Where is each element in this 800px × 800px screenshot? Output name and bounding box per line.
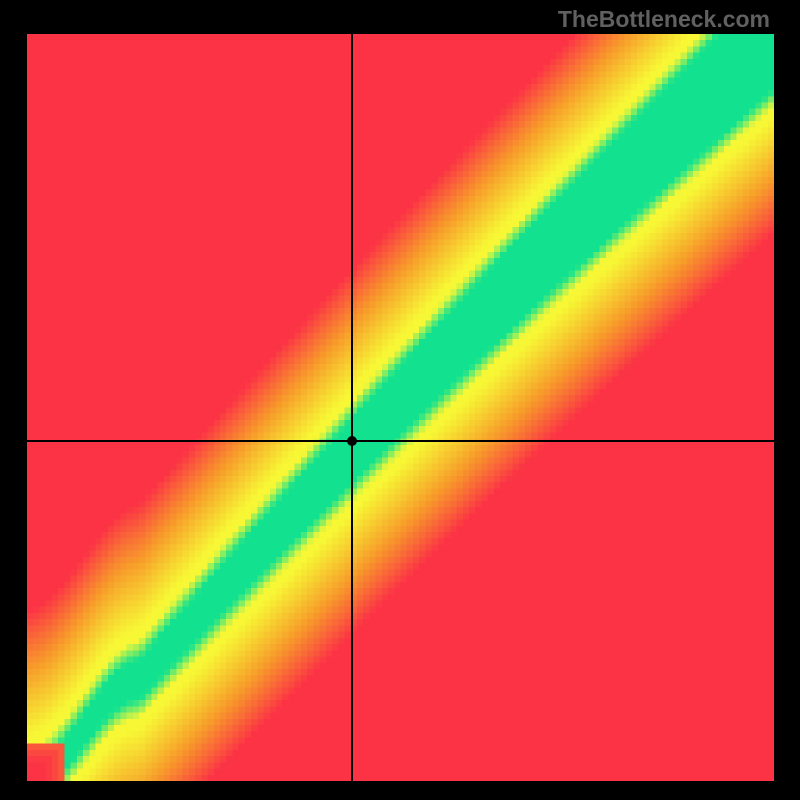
marker-dot [347,436,357,446]
bottleneck-heatmap [27,34,774,781]
crosshair-vertical [351,34,353,781]
chart-container: TheBottleneck.com [0,0,800,800]
watermark-text: TheBottleneck.com [558,6,770,33]
crosshair-horizontal [27,440,774,442]
